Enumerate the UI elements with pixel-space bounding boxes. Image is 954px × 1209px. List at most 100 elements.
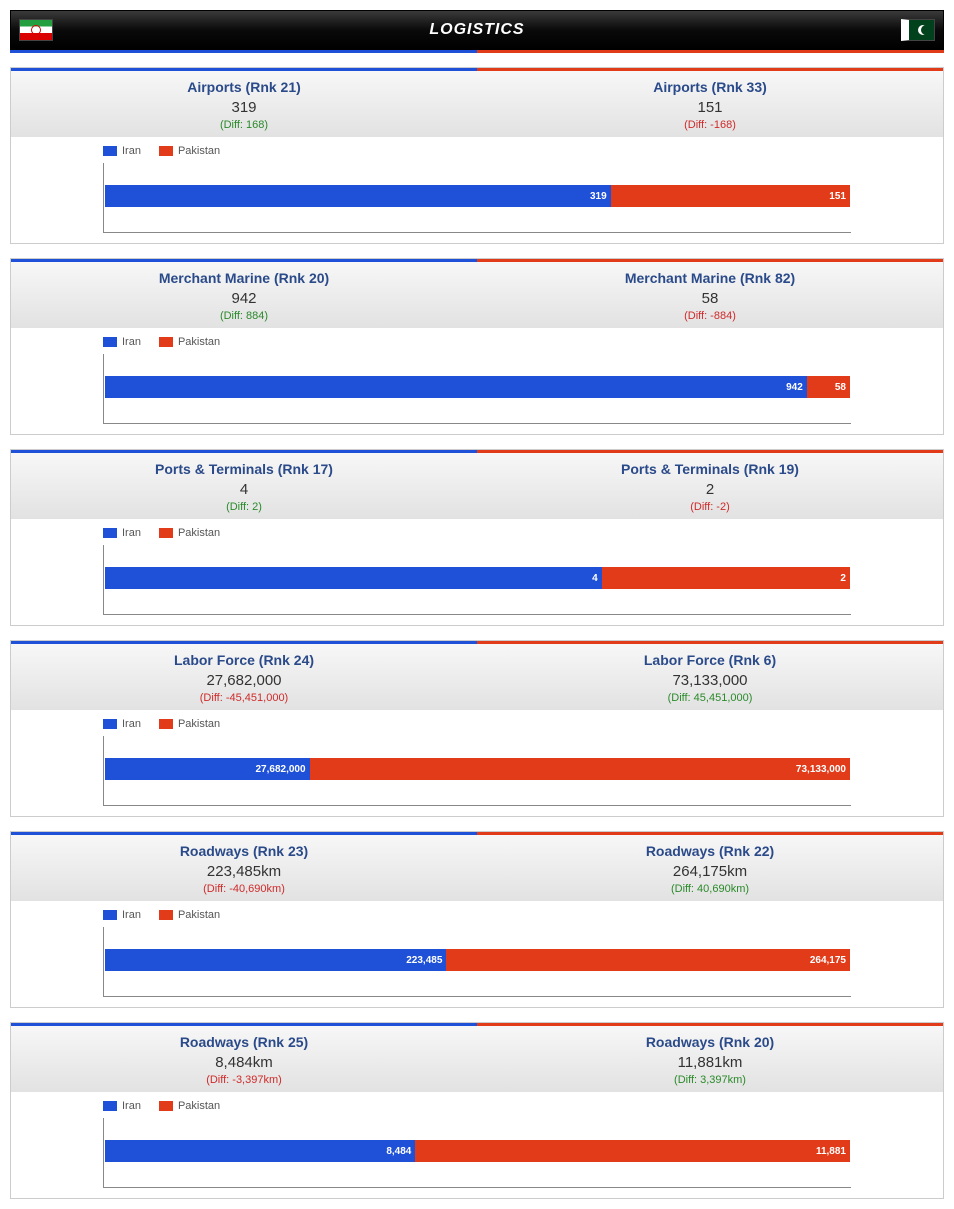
legend-label-right: Pakistan	[178, 718, 220, 730]
bar-right: 264,175	[446, 949, 850, 971]
bar-left: 27,682,000	[105, 758, 310, 780]
metric-diff-left: (Diff: 168)	[15, 119, 473, 131]
metric-value-right: 73,133,000	[481, 672, 939, 689]
metric-diff-right: (Diff: 45,451,000)	[481, 692, 939, 704]
metric-value-left: 8,484km	[15, 1054, 473, 1071]
bar-left-label: 27,682,000	[256, 764, 306, 775]
legend-item-right: Pakistan	[159, 336, 220, 348]
bar-left-label: 223,485	[406, 955, 442, 966]
bar-left-label: 4	[592, 573, 598, 584]
metric-diff-left: (Diff: -40,690km)	[15, 883, 473, 895]
metric-block: Labor Force (Rnk 24) 27,682,000 (Diff: -45…	[10, 640, 944, 817]
legend-label-left: Iran	[122, 909, 141, 921]
metric-value-left: 223,485km	[15, 863, 473, 880]
chart-legend: Iran Pakistan	[13, 1098, 941, 1118]
metric-value-left: 4	[15, 481, 473, 498]
bar-right-label: 2	[840, 573, 846, 584]
metric-diff-left: (Diff: -3,397km)	[15, 1074, 473, 1086]
chart-legend: Iran Pakistan	[13, 334, 941, 354]
legend-label-left: Iran	[122, 336, 141, 348]
chart-canvas: 319 151	[103, 163, 851, 233]
metric-block: Ports & Terminals (Rnk 17)4(Diff: 2)Port…	[10, 449, 944, 626]
bar-right-label: 151	[829, 191, 846, 202]
legend-swatch-red-icon	[159, 719, 173, 729]
bar-row: 27,682,000 73,133,000	[105, 758, 850, 780]
metric-diff-left: (Diff: 884)	[15, 310, 473, 322]
legend-label-left: Iran	[122, 1100, 141, 1112]
legend-swatch-blue-icon	[103, 1101, 117, 1111]
metric-title-left: Labor Force (Rnk 24)	[15, 652, 473, 668]
metric-diff-left: (Diff: -45,451,000)	[15, 692, 473, 704]
metric-diff-right: (Diff: -168)	[481, 119, 939, 131]
metric-title-right: Ports & Terminals (Rnk 19)	[481, 461, 939, 477]
metric-block: Roadways (Rnk 23) 223,485km (Diff: -40,690…	[10, 831, 944, 1008]
chart-area: IranPakistan223,485264,175	[11, 901, 943, 1007]
metric-value-left: 942	[15, 290, 473, 307]
bar-right: 11,881	[415, 1140, 850, 1162]
metric-right-col: Merchant Marine (Rnk 82)58(Diff: -884)	[477, 262, 943, 328]
legend-swatch-red-icon	[159, 1101, 173, 1111]
metric-header-row: Roadways (Rnk 25)8,484km(Diff: -3,397km)…	[11, 1026, 943, 1092]
legend-item-left: Iran	[103, 909, 141, 921]
bar-right-label: 58	[835, 382, 846, 393]
metric-block: Merchant Marine (Rnk 20)942(Diff: 884)Me…	[10, 258, 944, 435]
chart-area: Iran Pakistan 27,682,000 73,133,000	[11, 710, 943, 816]
chart-area: Iran Pakistan 942 58	[11, 328, 943, 434]
metric-block: Roadways (Rnk 25)8,484km(Diff: -3,397km)…	[10, 1022, 944, 1199]
metric-diff-right: (Diff: -884)	[481, 310, 939, 322]
legend-label-left: Iran	[122, 527, 141, 539]
metric-header-row: Airports (Rnk 21)319(Diff: 168)Airports …	[11, 71, 943, 137]
bar-right: 73,133,000	[310, 758, 850, 780]
chart-canvas: 223,485 264,175	[103, 927, 851, 997]
legend-swatch-blue-icon	[103, 528, 117, 538]
metric-header-row: Merchant Marine (Rnk 20)942(Diff: 884)Me…	[11, 262, 943, 328]
metric-title-right: Roadways (Rnk 20)	[481, 1034, 939, 1050]
bar-right-label: 11,881	[816, 1146, 846, 1157]
legend-swatch-blue-icon	[103, 146, 117, 156]
metric-value-right: 2	[481, 481, 939, 498]
metric-title-right: Roadways (Rnk 22)	[481, 843, 939, 859]
legend-swatch-red-icon	[159, 910, 173, 920]
metric-diff-left: (Diff: 2)	[15, 501, 473, 513]
metric-right-col: Labor Force (Rnk 6) 73,133,000 (Diff: 45,4…	[477, 644, 943, 710]
bar-right: 151	[611, 185, 850, 207]
bar-left: 223,485	[105, 949, 446, 971]
legend-swatch-blue-icon	[103, 337, 117, 347]
legend-label-left: Iran	[122, 718, 141, 730]
chart-canvas: 8,484 11,881	[103, 1118, 851, 1188]
section-title: LOGISTICS	[11, 21, 943, 39]
metric-left-col: Merchant Marine (Rnk 20)942(Diff: 884)	[11, 262, 477, 328]
chart-area: IranPakistan319151	[11, 137, 943, 243]
legend-swatch-blue-icon	[103, 719, 117, 729]
header-underline	[10, 50, 944, 53]
metric-title-right: Labor Force (Rnk 6)	[481, 652, 939, 668]
bar-right-label: 264,175	[810, 955, 846, 966]
metric-diff-right: (Diff: -2)	[481, 501, 939, 513]
metric-value-left: 27,682,000	[15, 672, 473, 689]
legend-label-right: Pakistan	[178, 527, 220, 539]
metric-value-right: 264,175km	[481, 863, 939, 880]
legend-item-left: Iran	[103, 336, 141, 348]
metric-left-col: Labor Force (Rnk 24) 27,682,000 (Diff: -45…	[11, 644, 477, 710]
metric-value-right: 11,881km	[481, 1054, 939, 1071]
bar-left-label: 8,484	[386, 1146, 411, 1157]
legend-label-left: Iran	[122, 145, 141, 157]
metric-left-col: Ports & Terminals (Rnk 17)4(Diff: 2)	[11, 453, 477, 519]
metric-block: Airports (Rnk 21)319(Diff: 168)Airports …	[10, 67, 944, 244]
metric-right-col: Roadways (Rnk 22) 264,175km (Diff: 40,690k…	[477, 835, 943, 901]
metric-title-left: Roadways (Rnk 23)	[15, 843, 473, 859]
flag-pakistan-icon	[901, 19, 935, 41]
legend-swatch-blue-icon	[103, 910, 117, 920]
legend-item-right: Pakistan	[159, 718, 220, 730]
flag-iran-icon	[19, 19, 53, 41]
bar-row: 223,485 264,175	[105, 949, 850, 971]
chart-area: Iran Pakistan 8,484 11,881	[11, 1092, 943, 1198]
bar-left: 319	[105, 185, 611, 207]
legend-item-left: Iran	[103, 527, 141, 539]
metric-diff-right: (Diff: 40,690km)	[481, 883, 939, 895]
metric-title-right: Merchant Marine (Rnk 82)	[481, 270, 939, 286]
legend-item-right: Pakistan	[159, 1100, 220, 1112]
bar-left: 942	[105, 376, 807, 398]
bar-left: 8,484	[105, 1140, 415, 1162]
metric-left-col: Airports (Rnk 21)319(Diff: 168)	[11, 71, 477, 137]
